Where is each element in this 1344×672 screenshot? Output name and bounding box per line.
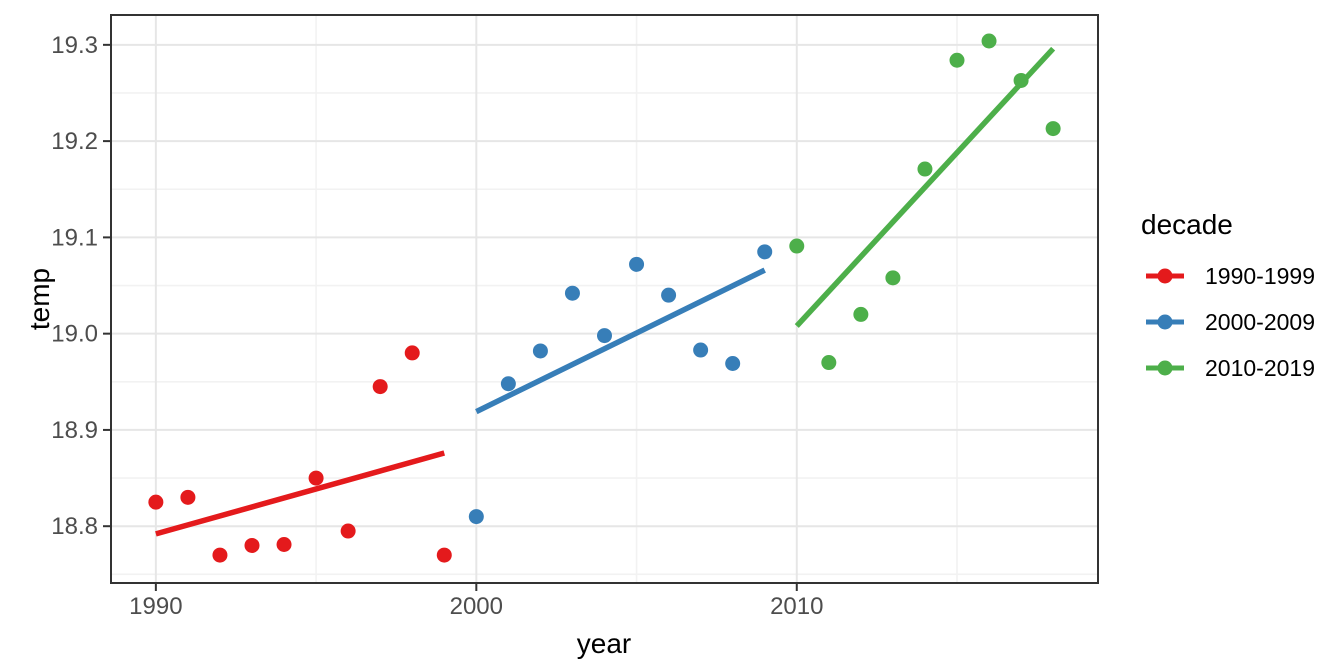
data-point-2010-2019 — [917, 161, 933, 177]
x-tick-label: 2010 — [770, 593, 823, 620]
y-tick-label: 19.2 — [51, 128, 98, 155]
trend-lines-layer — [155, 46, 1056, 537]
legend-item: 2010-2019 — [1146, 355, 1315, 381]
y-tick-label: 19.0 — [51, 321, 98, 348]
data-point-1990-1999 — [340, 523, 356, 539]
y-tick-label: 18.8 — [51, 513, 98, 540]
data-point-2010-2019 — [949, 52, 965, 68]
data-point-1990-1999 — [372, 379, 388, 395]
axis-ticks — [103, 43, 798, 591]
legend-key-point — [1157, 360, 1173, 376]
trend-line-2010-2019 — [794, 46, 1056, 328]
data-point-2000-2009 — [532, 343, 548, 359]
legend-item-label: 2000-2009 — [1205, 309, 1315, 335]
data-point-2010-2019 — [885, 270, 901, 286]
data-point-1990-1999 — [212, 547, 228, 563]
data-point-2000-2009 — [693, 342, 709, 358]
data-point-1990-1999 — [404, 345, 420, 361]
data-point-2000-2009 — [725, 356, 741, 372]
data-point-1990-1999 — [436, 547, 452, 563]
y-tick-label: 19.1 — [51, 224, 98, 251]
data-point-1990-1999 — [308, 470, 324, 486]
trend-line-1990-1999 — [155, 450, 446, 537]
legend-item: 1990-1999 — [1146, 263, 1315, 289]
y-tick-label: 18.9 — [51, 417, 98, 444]
data-point-2000-2009 — [757, 244, 773, 260]
data-point-2000-2009 — [500, 376, 516, 392]
legend-item-label: 2010-2019 — [1205, 355, 1315, 381]
data-point-2000-2009 — [597, 328, 612, 344]
y-tick-label: 19.3 — [51, 32, 98, 59]
data-point-2000-2009 — [564, 285, 580, 301]
y-tick-labels: 18.8 18.9 19.0 19.1 19.2 19.3 — [51, 32, 98, 540]
data-point-1990-1999 — [180, 489, 196, 505]
data-point-2010-2019 — [789, 238, 805, 254]
data-point-2010-2019 — [981, 33, 997, 49]
x-tick-label: 1990 — [129, 593, 182, 620]
legend-item: 2000-2009 — [1146, 309, 1315, 335]
x-tick-labels: 1990 2000 2010 — [129, 593, 823, 620]
x-tick-label: 2000 — [450, 593, 503, 620]
data-point-2010-2019 — [1045, 121, 1061, 137]
major-gridlines — [111, 15, 1098, 583]
trend-line-2000-2009 — [475, 267, 766, 415]
data-point-2000-2009 — [661, 287, 677, 303]
data-point-2000-2009 — [629, 256, 645, 272]
legend-item-label: 1990-1999 — [1205, 263, 1315, 289]
data-point-2010-2019 — [853, 306, 869, 322]
legend-key-point — [1157, 314, 1173, 330]
data-point-2010-2019 — [821, 355, 837, 371]
legend-title: decade — [1141, 209, 1233, 240]
data-point-1990-1999 — [244, 537, 260, 553]
y-axis-title: temp — [24, 268, 55, 330]
data-point-1990-1999 — [276, 536, 292, 552]
legend-items: 1990-1999 2000-2009 2010-2019 — [1146, 263, 1315, 381]
minor-gridlines — [111, 15, 1098, 583]
legend: decade 1990-1999 2000-2009 2010-2019 — [1141, 209, 1315, 381]
panel-border — [110, 14, 1099, 584]
data-point-2000-2009 — [468, 509, 484, 525]
data-points-layer — [148, 33, 1061, 563]
x-axis-title: year — [577, 628, 631, 659]
data-point-1990-1999 — [148, 494, 164, 510]
legend-key-point — [1157, 268, 1173, 284]
